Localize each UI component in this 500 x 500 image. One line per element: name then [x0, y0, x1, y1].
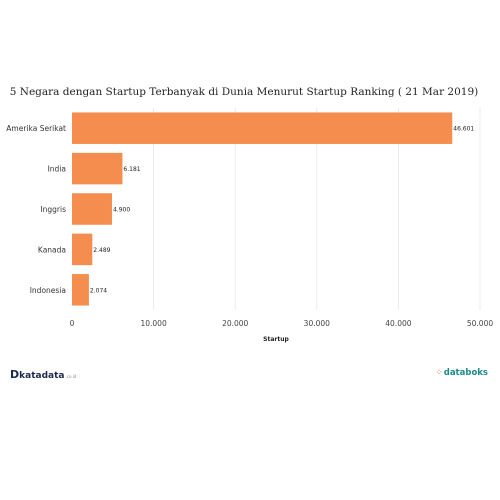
category-label: Kanada — [38, 245, 66, 254]
category-labels: Amerika Serikat India Inggris Kanada Indones… — [6, 124, 66, 295]
x-tick-labels: 0 10.000 20.000 30.000 40.000 50.000 — [70, 319, 494, 328]
bar — [72, 193, 112, 225]
x-tick-label: 30.000 — [304, 319, 330, 328]
x-tick-label: 10.000 — [140, 319, 166, 328]
bar — [72, 152, 123, 185]
bar — [72, 112, 453, 144]
bar — [72, 233, 93, 266]
data-labels: 46.601 6.181 4.900 2.489 2.074 — [90, 126, 475, 295]
bar — [72, 274, 89, 306]
category-label: Amerika Serikat — [6, 124, 66, 133]
bars — [72, 112, 453, 306]
data-label: 4.900 — [113, 207, 130, 214]
category-label: Indonesia — [30, 286, 66, 295]
x-tick-label: 0 — [70, 319, 75, 328]
katadata-logo-name: katadata — [19, 371, 65, 381]
databoks-logo-icon: ⁘ — [435, 368, 443, 378]
chart-title: 5 Negara dengan Startup Terbanyak di Dun… — [10, 86, 479, 98]
data-label: 6.181 — [123, 166, 140, 173]
x-tick-label: 50.000 — [467, 319, 493, 328]
databoks-logo: ⁘ databoks — [435, 368, 488, 378]
category-label: India — [48, 165, 66, 174]
data-label: 46.601 — [453, 126, 474, 133]
katadata-logo: D katadata .co.id — [10, 368, 76, 381]
databoks-logo-name: databoks — [443, 368, 488, 378]
category-label: Inggris — [40, 205, 66, 214]
data-label: 2.074 — [90, 287, 107, 294]
data-label: 2.489 — [93, 247, 110, 254]
x-tick-label: 40.000 — [385, 319, 411, 328]
x-axis-label: Startup — [263, 336, 289, 343]
katadata-logo-mark: D — [10, 368, 20, 381]
x-tick-label: 20.000 — [222, 319, 248, 328]
katadata-logo-suffix: .co.id — [65, 374, 77, 379]
